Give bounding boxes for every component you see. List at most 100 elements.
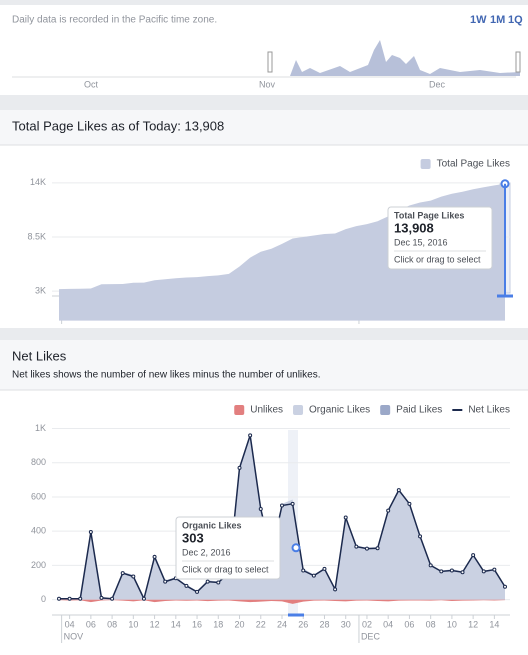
point xyxy=(205,579,210,584)
chart-subtitle: Net likes shows the number of new likes … xyxy=(12,370,320,381)
range-button[interactable]: 1W xyxy=(470,14,487,26)
x-tick-label: 26 xyxy=(298,619,308,629)
range-button[interactable]: 1M xyxy=(490,14,505,26)
y-tick-label: 1K xyxy=(35,423,46,433)
legend-label: Total Page Likes xyxy=(437,159,510,170)
point xyxy=(311,573,316,578)
y-tick-label: 400 xyxy=(31,526,46,536)
chart-title: Net Likes xyxy=(12,348,67,363)
legend-label: Net Likes xyxy=(468,405,510,416)
hover-point xyxy=(291,543,301,553)
y-tick-label: 0 xyxy=(41,594,46,604)
y-tick-label: 14K xyxy=(30,177,46,187)
tooltip-value: 303 xyxy=(182,530,204,545)
range-button[interactable]: 1Q xyxy=(508,14,523,26)
range-panel xyxy=(0,5,528,95)
area xyxy=(59,432,505,600)
x-tick-label: 14 xyxy=(489,619,499,629)
legend-label: Paid Likes xyxy=(396,405,442,416)
x-tick-label: 22 xyxy=(256,619,266,629)
x-tick-label: 02 xyxy=(362,619,372,629)
x-tick-label: 06 xyxy=(86,619,96,629)
x-tick-label: 14 xyxy=(171,619,181,629)
point xyxy=(57,596,61,601)
range-handle[interactable] xyxy=(267,51,273,73)
x-tick-label: 04 xyxy=(65,619,75,629)
tooltip-hint[interactable]: Click or drag to select xyxy=(182,564,269,574)
net-header xyxy=(0,340,528,390)
tz-note: Daily data is recorded in the Pacific ti… xyxy=(12,15,217,26)
y-tick-label: 3K xyxy=(35,285,46,295)
x-tick-label: 24 xyxy=(277,619,287,629)
tooltip-value: 13,908 xyxy=(394,220,434,235)
x-tick-label: 12 xyxy=(150,619,160,629)
point xyxy=(364,546,369,551)
point xyxy=(88,530,93,535)
point xyxy=(418,534,423,539)
x-tick-label: 12 xyxy=(468,619,478,629)
legend-swatch xyxy=(234,405,245,415)
point xyxy=(503,584,507,589)
tooltip-box xyxy=(387,206,493,270)
point xyxy=(99,595,104,600)
y-tick-label: 600 xyxy=(31,491,46,501)
y-tick-label: 200 xyxy=(31,560,46,570)
range-handle[interactable] xyxy=(515,51,521,73)
month-label: Oct xyxy=(84,79,99,89)
legend-label: Organic Likes xyxy=(309,405,370,416)
x-tick-label: 28 xyxy=(319,619,329,629)
tooltip-name: Total Page Likes xyxy=(394,210,464,220)
point xyxy=(152,554,157,559)
tooltip: Organic Likes 303 Dec 2, 2016 Click or d… xyxy=(175,516,281,580)
point xyxy=(396,488,401,493)
y-tick-label: 800 xyxy=(31,457,46,467)
month-label: Nov xyxy=(259,79,276,89)
point xyxy=(471,553,476,558)
legend-swatch xyxy=(420,159,431,169)
point xyxy=(248,433,253,438)
month-label: NOV xyxy=(64,631,84,641)
likes-header xyxy=(0,110,528,145)
month-label: DEC xyxy=(361,631,381,641)
x-tick-label: 08 xyxy=(107,619,117,629)
point xyxy=(237,465,242,470)
point xyxy=(449,568,454,573)
tooltip-date: Dec 2, 2016 xyxy=(182,547,231,557)
point xyxy=(258,506,263,511)
point xyxy=(439,569,444,574)
x-tick-label: 18 xyxy=(213,619,223,629)
range-preview xyxy=(270,40,520,76)
x-tick-label: 06 xyxy=(404,619,414,629)
x-tick-label: 10 xyxy=(447,619,457,629)
point xyxy=(322,566,327,571)
x-tick-label: 30 xyxy=(341,619,351,629)
point xyxy=(184,583,189,588)
point xyxy=(492,567,497,572)
point xyxy=(67,596,72,601)
legend-swatch xyxy=(380,405,391,415)
legend-label: Unlikes xyxy=(250,405,283,416)
tooltip-date: Dec 15, 2016 xyxy=(394,237,448,247)
point xyxy=(110,596,115,601)
point xyxy=(216,580,221,585)
point xyxy=(131,574,136,579)
point xyxy=(301,568,306,573)
y-tick-label: 8.5K xyxy=(27,231,46,241)
point xyxy=(141,596,146,601)
point xyxy=(163,579,168,584)
point xyxy=(407,501,412,506)
point xyxy=(280,503,284,508)
tooltip-hint[interactable]: Click or drag to select xyxy=(394,254,481,264)
x-tick-label: 20 xyxy=(235,619,245,629)
legend-swatch xyxy=(293,405,304,415)
point xyxy=(290,501,295,506)
x-tick-label: 16 xyxy=(192,619,202,629)
point xyxy=(375,546,380,551)
point xyxy=(120,571,125,576)
point xyxy=(354,544,359,549)
point xyxy=(343,515,348,520)
point xyxy=(333,587,338,592)
chart-title: Total Page Likes as of Today: 13,908 xyxy=(12,118,224,133)
